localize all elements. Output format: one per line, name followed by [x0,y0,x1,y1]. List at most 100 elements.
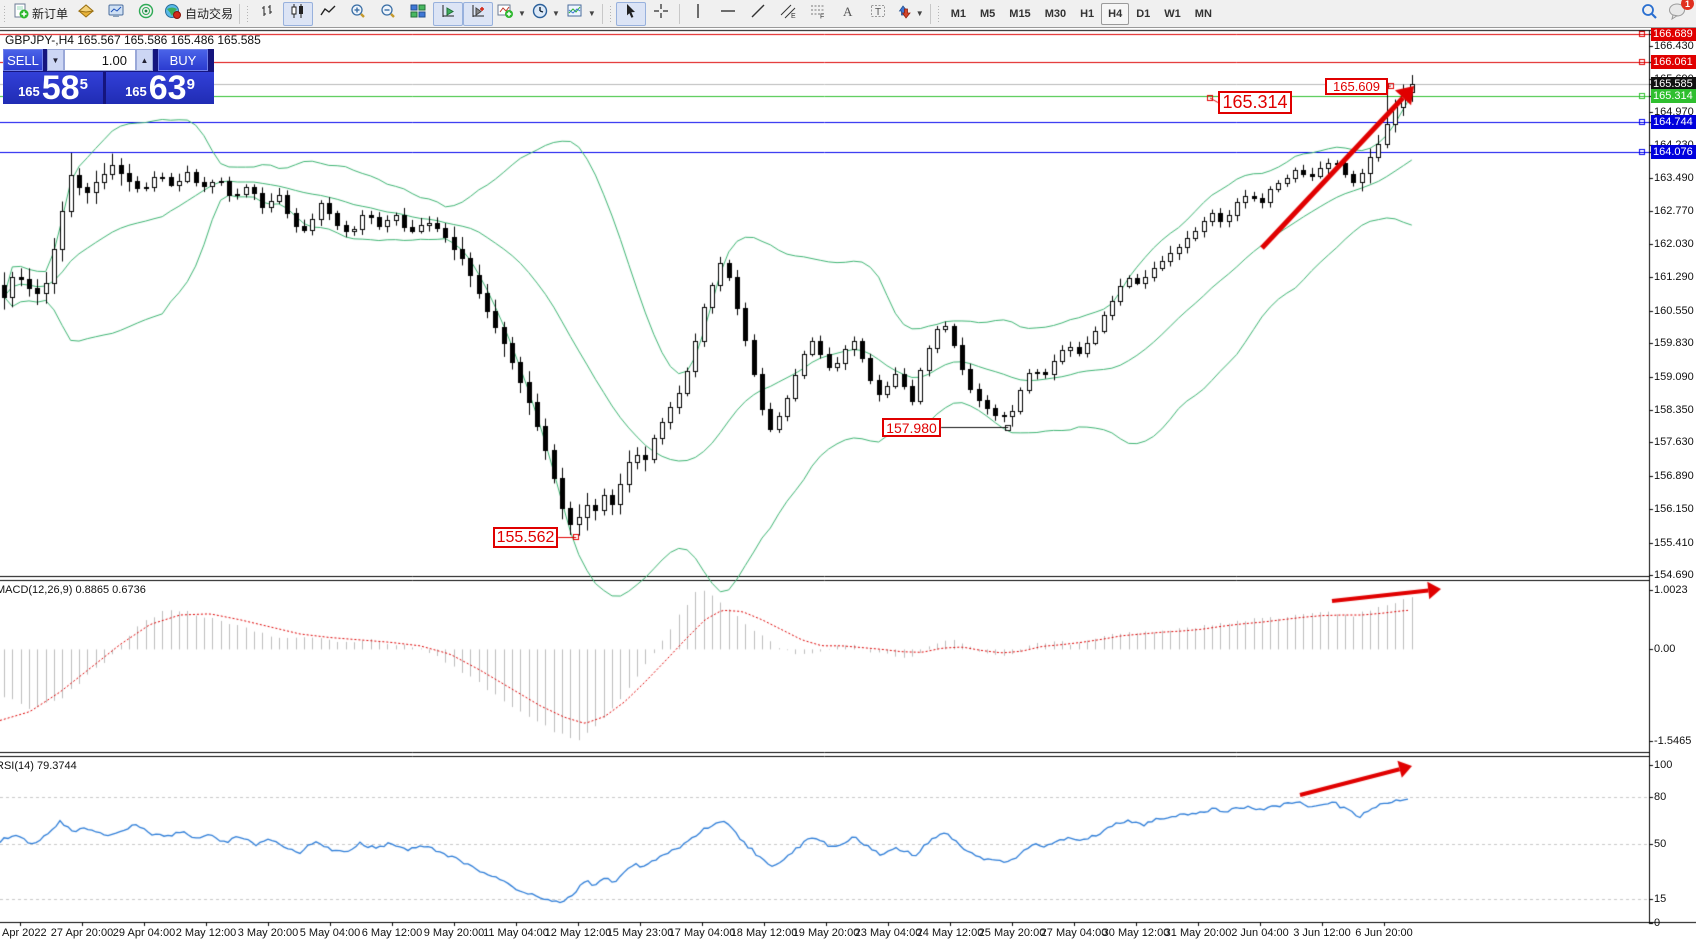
candlestick-chart-button[interactable] [283,1,314,26]
vertical-line-button[interactable] [683,2,713,26]
chart-shift-button[interactable] [463,1,494,26]
search-icon[interactable] [1640,2,1658,25]
new-order-button[interactable]: 新订单 [10,2,71,26]
tile-windows-button[interactable] [403,2,433,26]
chart-shift-icon [469,3,487,24]
indicators-icon [496,3,514,24]
autotrading-label: 自动交易 [185,7,234,21]
timeframe-m15[interactable]: M15 [1009,7,1031,20]
timeframe-group: M1 M5 M15 M30 H1 H4 D1 W1 MN [944,2,1219,25]
auto-scroll-button[interactable] [433,1,464,26]
toolbar-grip [608,4,613,23]
price-annotation[interactable]: 165.314 [1218,91,1292,114]
timeframe-h1[interactable]: H1 [1080,7,1095,20]
autotrading-icon [164,3,182,24]
volume-input[interactable]: 1.00 [64,49,136,71]
arrows-icon [896,3,912,24]
notifications-icon[interactable]: 1 [1668,0,1694,25]
buy-button[interactable]: BUY [158,49,208,71]
equidistant-channel-icon: E [779,3,797,24]
new-order-label: 新订单 [32,7,69,21]
price-annotation[interactable]: 157.980 [882,418,941,437]
timeframe-m1[interactable]: M1 [950,7,966,20]
trendline-icon [750,3,766,24]
timeframe-w1[interactable]: W1 [1164,7,1181,20]
buy-price-big: 63 [148,69,187,107]
timeframe-mn[interactable]: MN [1194,7,1212,20]
price-annotation[interactable]: 155.562 [493,527,558,548]
buy-price-display[interactable]: 165 63 9 [106,69,214,107]
timeframe-m5[interactable]: M5 [980,7,996,20]
fibonacci-button[interactable]: F [803,2,833,26]
bar-chart-button[interactable] [253,2,283,26]
quotes-icon [77,3,95,24]
tile-windows-icon [409,3,427,24]
horizontal-line-button[interactable] [713,2,743,26]
equidistant-channel-button[interactable]: E [773,2,803,26]
cursor-button[interactable] [615,1,646,26]
zoom-in-button[interactable] [343,2,373,26]
periods-button[interactable]: ▼ [529,2,563,26]
cursor-icon [624,3,638,24]
auto-scroll-icon [439,3,457,24]
toolbar-separator [929,3,931,24]
terminal-icon [107,3,125,24]
horizontal-line-icon [719,3,737,24]
toolbar-separator [601,3,603,24]
buy-price-sup: 9 [186,76,195,93]
signals-button[interactable] [131,2,161,26]
new-order-icon [13,3,29,24]
sell-price-big: 58 [41,69,80,107]
chevron-down-icon: ▼ [915,9,924,18]
toolbar: 新订单 自动交易 ▼ ▼ ▼ E F A T ▼ M1 M5 M15 M30 H [0,0,1696,28]
crosshair-icon [653,3,669,24]
sell-button[interactable]: SELL [3,49,43,71]
autotrading-button[interactable]: 自动交易 [161,2,236,26]
chevron-down-icon: ▼ [518,9,526,18]
quote-bar: GBPJPY-,H4 165.567 165.586 165.486 165.5… [5,33,261,47]
candlestick-chart-icon [289,3,307,24]
zoom-in-icon [349,3,367,24]
clock-icon [532,3,548,24]
svg-text:F: F [820,14,824,20]
chevron-down-icon: ▼ [551,9,560,18]
text-button[interactable]: A [833,2,863,26]
notification-badge: 1 [1681,0,1694,10]
trendline-button[interactable] [743,2,773,26]
volume-decrease-button[interactable]: ▼ [47,49,64,71]
svg-text:T: T [875,7,881,18]
chevron-down-icon: ▼ [587,9,596,18]
sell-price-display[interactable]: 165 58 5 [3,69,103,107]
timeframe-m30[interactable]: M30 [1044,7,1067,20]
timeframe-h4[interactable]: H4 [1101,2,1130,25]
line-chart-button[interactable] [313,2,343,26]
signals-icon [137,3,155,24]
svg-text:E: E [791,13,796,19]
indicators-button[interactable]: ▼ [493,2,529,26]
zoom-out-icon [379,3,397,24]
price-annotation[interactable]: 165.609 [1325,78,1388,95]
fibonacci-icon: F [809,3,827,24]
text-label-icon: T [870,3,886,24]
macd-pane-label: MACD(12,26,9) 0.8865 0.6736 [0,584,146,596]
rsi-pane-label: RSI(14) 79.3744 [0,760,77,772]
templates-icon [566,3,584,24]
sell-price-sup: 5 [79,76,88,93]
text-icon: A [841,3,855,24]
timeframe-d1[interactable]: D1 [1136,7,1151,20]
arrows-button[interactable]: ▼ [893,2,927,26]
volume-increase-button[interactable]: ▲ [136,49,153,71]
svg-text:A: A [843,4,853,19]
toolbar-grip [3,4,7,23]
templates-button[interactable]: ▼ [563,2,599,26]
line-chart-icon [319,3,337,24]
zoom-out-button[interactable] [373,2,403,26]
crosshair-button[interactable] [646,2,676,26]
terminal-button[interactable] [101,2,131,26]
quotes-button[interactable] [71,2,101,26]
toolbar-grip [246,4,251,23]
text-label-button[interactable]: T [863,2,893,26]
toolbar-separator [678,3,680,24]
